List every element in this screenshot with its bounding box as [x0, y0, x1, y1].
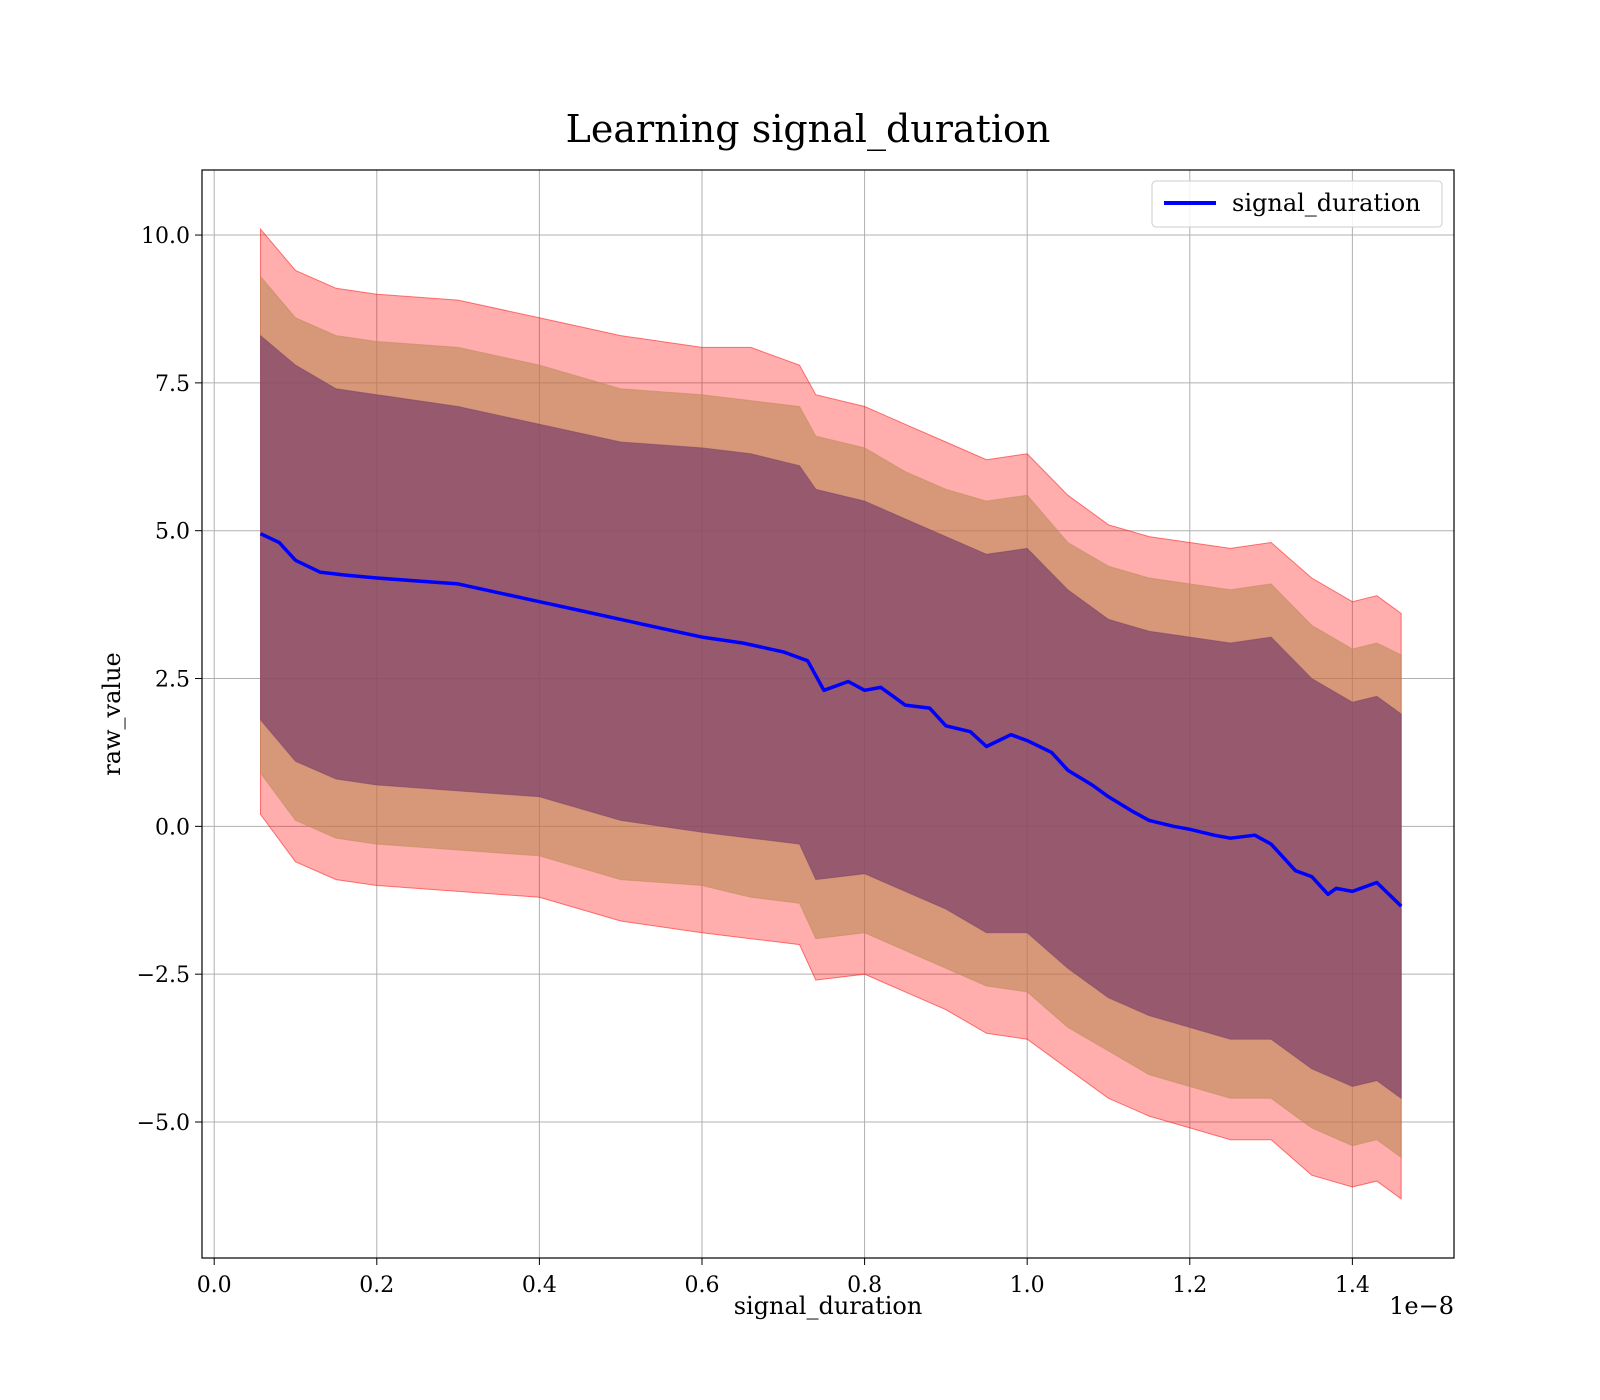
x-axis-ticks: 0.0 0.2 0.4 0.6 0.8 1.0 1.2 1.4 — [197, 1258, 1370, 1298]
legend: signal_duration — [1151, 180, 1443, 228]
y-tick-label: −2.5 — [137, 963, 190, 988]
series-lines — [259, 532, 1403, 908]
legend-box — [1151, 180, 1443, 228]
x-tick-label: 0.2 — [359, 1273, 394, 1298]
x-axis-offset-label: 1e−8 — [1389, 1292, 1454, 1320]
x-tick-label: 1.0 — [1010, 1273, 1045, 1298]
plot-frame — [201, 169, 1455, 1259]
y-tick-label: 2.5 — [155, 668, 190, 693]
y-axis-ticks: 10.0 7.5 5.0 2.5 0.0 −2.5 −5.0 — [137, 224, 202, 1136]
y-tick-label: −5.0 — [137, 1111, 190, 1136]
confidence-bands — [260, 227, 1402, 1200]
x-tick-label: 1.4 — [1335, 1273, 1370, 1298]
legend-label: signal_duration — [1232, 189, 1421, 217]
y-tick-label: 5.0 — [155, 520, 190, 545]
y-tick-label: 10.0 — [141, 224, 190, 249]
x-axis-label: signal_duration — [734, 1292, 923, 1320]
y-tick-label: 0.0 — [155, 815, 190, 840]
x-tick-label: 0.4 — [522, 1273, 557, 1298]
y-tick-label: 7.5 — [155, 372, 190, 397]
confidence-band-2 — [260, 334, 1402, 1100]
x-tick-label: 0.6 — [684, 1273, 719, 1298]
x-tick-label: 0.0 — [197, 1273, 232, 1298]
x-tick-label: 0.8 — [847, 1273, 882, 1298]
chart-title: Learning signal_duration — [566, 107, 1051, 152]
x-tick-label: 1.2 — [1172, 1273, 1207, 1298]
y-axis-label: raw_value — [98, 652, 126, 776]
